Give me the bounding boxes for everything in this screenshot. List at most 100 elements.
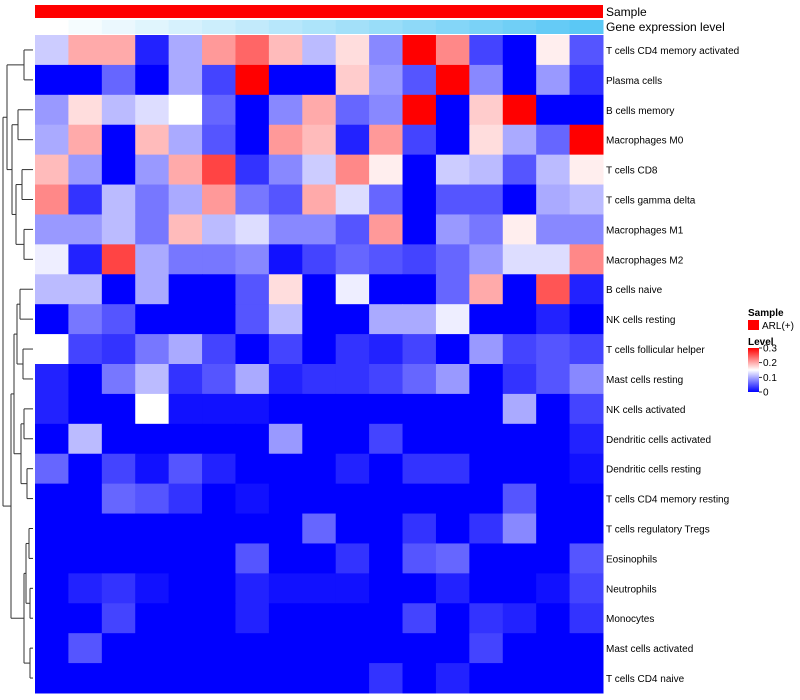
heatmap-cell <box>302 513 337 544</box>
heatmap-cell <box>569 663 604 694</box>
heatmap-cell <box>369 214 404 245</box>
heatmap-cell <box>35 393 69 425</box>
gene-level-cell <box>335 20 370 34</box>
heatmap-cell <box>202 304 236 335</box>
heatmap-cell <box>435 364 470 395</box>
heatmap-cell <box>402 393 437 425</box>
gene-level-cell <box>168 20 203 34</box>
row-label: Macrophages M1 <box>606 225 684 236</box>
heatmap-cell <box>536 334 571 365</box>
heatmap-cell <box>101 274 136 305</box>
heatmap-cell <box>435 304 470 335</box>
heatmap-cell <box>502 573 537 604</box>
heatmap-cell <box>68 513 103 544</box>
heatmap-cell <box>268 94 303 126</box>
heatmap-cell <box>235 393 270 425</box>
legend-sample-title: Sample <box>748 308 784 319</box>
heatmap-cell <box>202 35 236 66</box>
heatmap-cell <box>302 364 337 395</box>
heatmap-cell <box>235 423 270 455</box>
heatmap-cell <box>168 274 203 305</box>
heatmap-cell <box>502 603 537 634</box>
legend-tick-label: 0 <box>763 388 769 399</box>
heatmap-cell <box>168 603 203 634</box>
heatmap-cell <box>469 453 504 485</box>
heatmap-cell <box>302 154 337 186</box>
heatmap-cell <box>68 35 103 66</box>
heatmap-cell <box>569 453 604 485</box>
heatmap-cell <box>536 453 571 485</box>
heatmap-cell <box>168 483 203 515</box>
heatmap-cell <box>268 244 303 275</box>
legend-level-title: Level <box>748 337 774 348</box>
heatmap-cell <box>302 244 337 275</box>
heatmap-cell <box>435 453 470 485</box>
heatmap-cell <box>202 64 236 96</box>
heatmap-cell <box>369 663 404 694</box>
heatmap-cell <box>202 184 236 215</box>
heatmap-cell <box>235 35 270 66</box>
heatmap-cell <box>168 184 203 215</box>
heatmap-cell <box>335 64 370 96</box>
heatmap-cell <box>101 244 136 275</box>
heatmap-cell <box>168 154 203 186</box>
heatmap-cell <box>469 633 504 664</box>
heatmap-cell <box>68 94 103 126</box>
heatmap-cell <box>469 543 504 574</box>
heatmap-cell <box>202 633 236 664</box>
heatmap-cell <box>369 483 404 515</box>
heatmap-cell <box>268 184 303 215</box>
heatmap-cell <box>268 334 303 365</box>
heatmap-cell <box>235 364 270 395</box>
gene-level-cell <box>435 20 470 34</box>
heatmap-cell <box>435 214 470 245</box>
gene-expression-annotation-track <box>35 20 604 34</box>
heatmap-cell <box>268 154 303 186</box>
heatmap-cell <box>469 483 504 515</box>
heatmap-cell <box>402 274 437 305</box>
heatmap-cell <box>369 513 404 544</box>
heatmap-cell <box>168 393 203 425</box>
heatmap-cell <box>101 603 136 634</box>
heatmap-cell <box>536 274 571 305</box>
heatmap-cell <box>369 274 404 305</box>
heatmap-cell <box>435 35 470 66</box>
heatmap-cell <box>435 184 470 215</box>
heatmap-cell <box>135 543 170 574</box>
heatmap-cell <box>235 543 270 574</box>
heatmap-cell <box>235 274 270 305</box>
heatmap-cell <box>502 393 537 425</box>
sample-track-bar <box>35 5 603 18</box>
heatmap-cell <box>135 393 170 425</box>
heatmap-cell <box>402 124 437 156</box>
heatmap-cell <box>335 274 370 305</box>
heatmap-cell <box>35 663 69 694</box>
heatmap-cell <box>302 64 337 96</box>
heatmap-cell <box>536 244 571 275</box>
heatmap-cell <box>68 543 103 574</box>
heatmap-cell <box>536 214 571 245</box>
heatmap-cell <box>35 124 69 156</box>
heatmap-cell <box>402 334 437 365</box>
heatmap-cell <box>435 124 470 156</box>
heatmap-cell <box>268 64 303 96</box>
heatmap-cell <box>402 184 437 215</box>
heatmap-cell <box>502 214 537 245</box>
heatmap-cell <box>469 64 504 96</box>
heatmap-cell <box>135 184 170 215</box>
heatmap-cell <box>402 483 437 515</box>
heatmap-cell <box>402 214 437 245</box>
row-label: B cells naive <box>606 285 663 296</box>
heatmap-cell <box>536 633 571 664</box>
heatmap-cell <box>369 423 404 455</box>
heatmap-cell <box>369 64 404 96</box>
row-label: Mast cells activated <box>606 644 693 655</box>
heatmap-cell <box>302 543 337 574</box>
heatmap-cell <box>135 633 170 664</box>
heatmap-cell <box>135 423 170 455</box>
heatmap-cell <box>168 35 203 66</box>
heatmap-cell <box>268 364 303 395</box>
heatmap-cell <box>202 154 236 186</box>
heatmap-cell <box>68 453 103 485</box>
heatmap-cell <box>168 633 203 664</box>
